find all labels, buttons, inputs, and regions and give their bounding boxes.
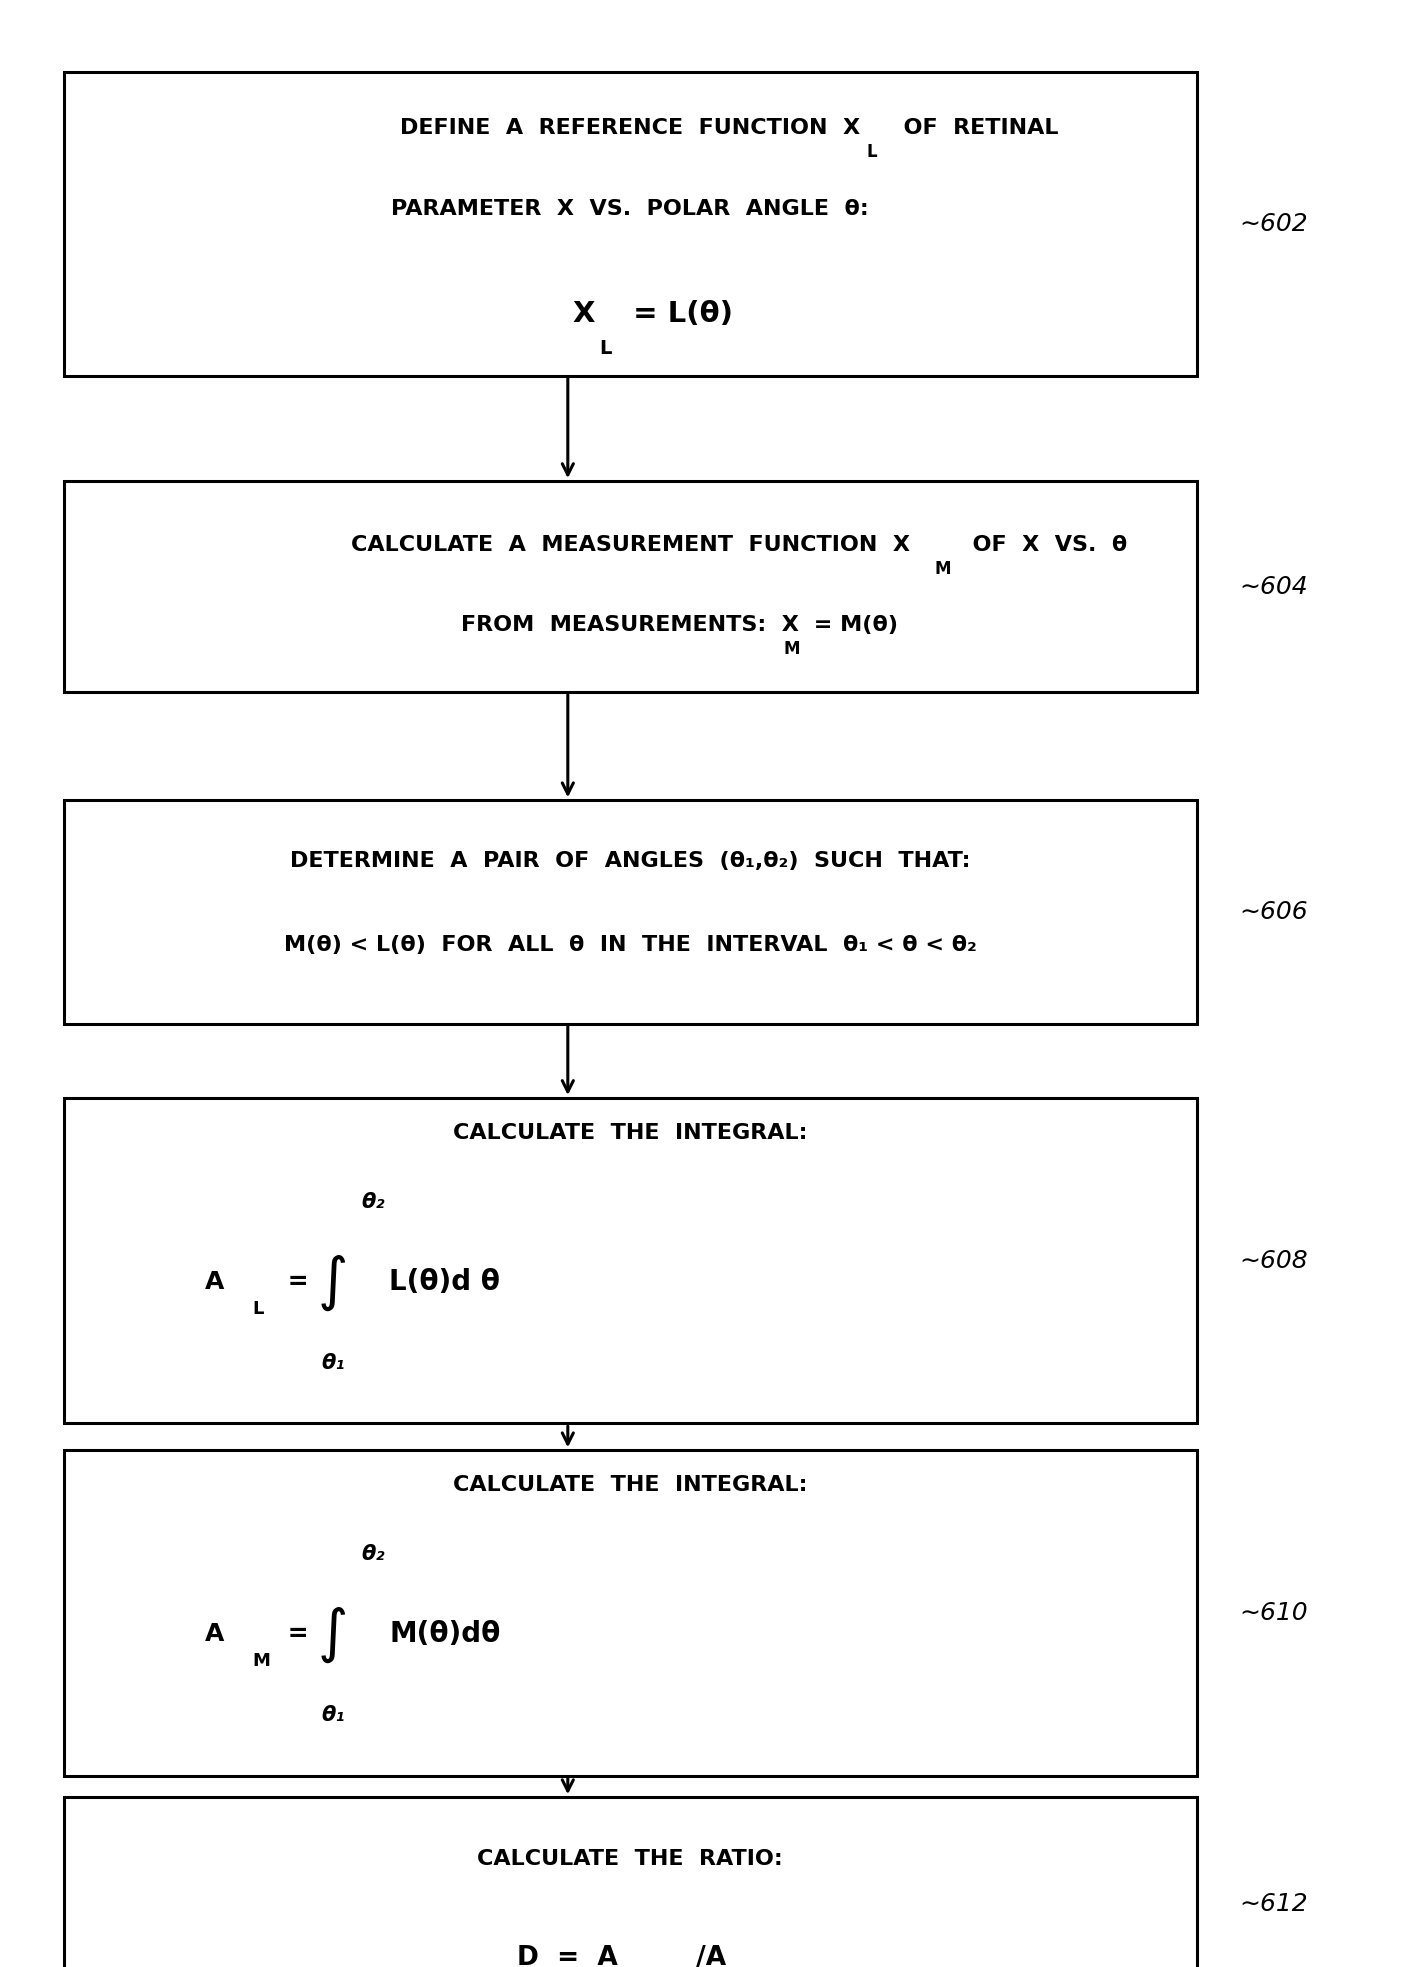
Text: PARAMETER  X  VS.  POLAR  ANGLE  θ:: PARAMETER X VS. POLAR ANGLE θ: [391, 199, 869, 218]
Text: = M(θ): = M(θ) [806, 616, 898, 635]
Text: CALCULATE  THE  RATIO:: CALCULATE THE RATIO: [477, 1849, 783, 1869]
FancyBboxPatch shape [64, 71, 1197, 376]
Text: M(θ)dθ: M(θ)dθ [389, 1621, 501, 1648]
Text: ∼602: ∼602 [1239, 212, 1307, 236]
Text: L: L [867, 144, 878, 161]
Text: ∼606: ∼606 [1239, 901, 1307, 924]
Text: CALCULATE  A  MEASUREMENT  FUNCTION  X: CALCULATE A MEASUREMENT FUNCTION X [351, 535, 909, 555]
Text: A: A [205, 1623, 225, 1646]
Text: = L(θ): = L(θ) [623, 299, 733, 328]
Text: ∫: ∫ [317, 1253, 348, 1310]
Text: L: L [252, 1300, 263, 1318]
Text: X: X [572, 299, 595, 328]
Text: DEFINE  A  REFERENCE  FUNCTION  X: DEFINE A REFERENCE FUNCTION X [401, 118, 860, 138]
Text: OF  X  VS.  θ: OF X VS. θ [957, 535, 1127, 555]
Text: /A: /A [687, 1945, 726, 1967]
Text: M(θ) < L(θ)  FOR  ALL  θ  IN  THE  INTERVAL  θ₁ < θ < θ₂: M(θ) < L(θ) FOR ALL θ IN THE INTERVAL θ₁… [283, 936, 977, 956]
Text: D  =  A: D = A [517, 1945, 617, 1967]
Text: θ₂: θ₂ [361, 1192, 385, 1212]
Text: A: A [205, 1271, 225, 1294]
FancyBboxPatch shape [64, 801, 1197, 1023]
FancyBboxPatch shape [64, 482, 1197, 692]
FancyBboxPatch shape [64, 1450, 1197, 1776]
Text: =: = [279, 1623, 309, 1646]
FancyBboxPatch shape [64, 1098, 1197, 1424]
Text: CALCULATE  THE  INTEGRAL:: CALCULATE THE INTEGRAL: [453, 1123, 807, 1143]
Text: θ₁: θ₁ [321, 1353, 346, 1373]
Text: ∫: ∫ [317, 1605, 348, 1662]
Text: ∼608: ∼608 [1239, 1249, 1307, 1273]
Text: FROM  MEASUREMENTS:  X: FROM MEASUREMENTS: X [462, 616, 799, 635]
Text: =: = [279, 1271, 309, 1294]
FancyBboxPatch shape [64, 1798, 1197, 1967]
Text: M: M [252, 1652, 270, 1670]
Text: θ₂: θ₂ [361, 1544, 385, 1564]
Text: M: M [935, 561, 952, 578]
Text: ∼604: ∼604 [1239, 574, 1307, 598]
Text: ∼610: ∼610 [1239, 1601, 1307, 1625]
Text: M: M [783, 641, 800, 659]
Text: OF  RETINAL: OF RETINAL [888, 118, 1058, 138]
Text: DETERMINE  A  PAIR  OF  ANGLES  (θ₁,θ₂)  SUCH  THAT:: DETERMINE A PAIR OF ANGLES (θ₁,θ₂) SUCH … [290, 852, 970, 871]
Text: CALCULATE  THE  INTEGRAL:: CALCULATE THE INTEGRAL: [453, 1475, 807, 1495]
Text: ∼612: ∼612 [1239, 1892, 1307, 1916]
Text: θ₁: θ₁ [321, 1705, 346, 1725]
Text: L(θ)d θ: L(θ)d θ [389, 1269, 500, 1296]
Text: L: L [599, 338, 612, 358]
